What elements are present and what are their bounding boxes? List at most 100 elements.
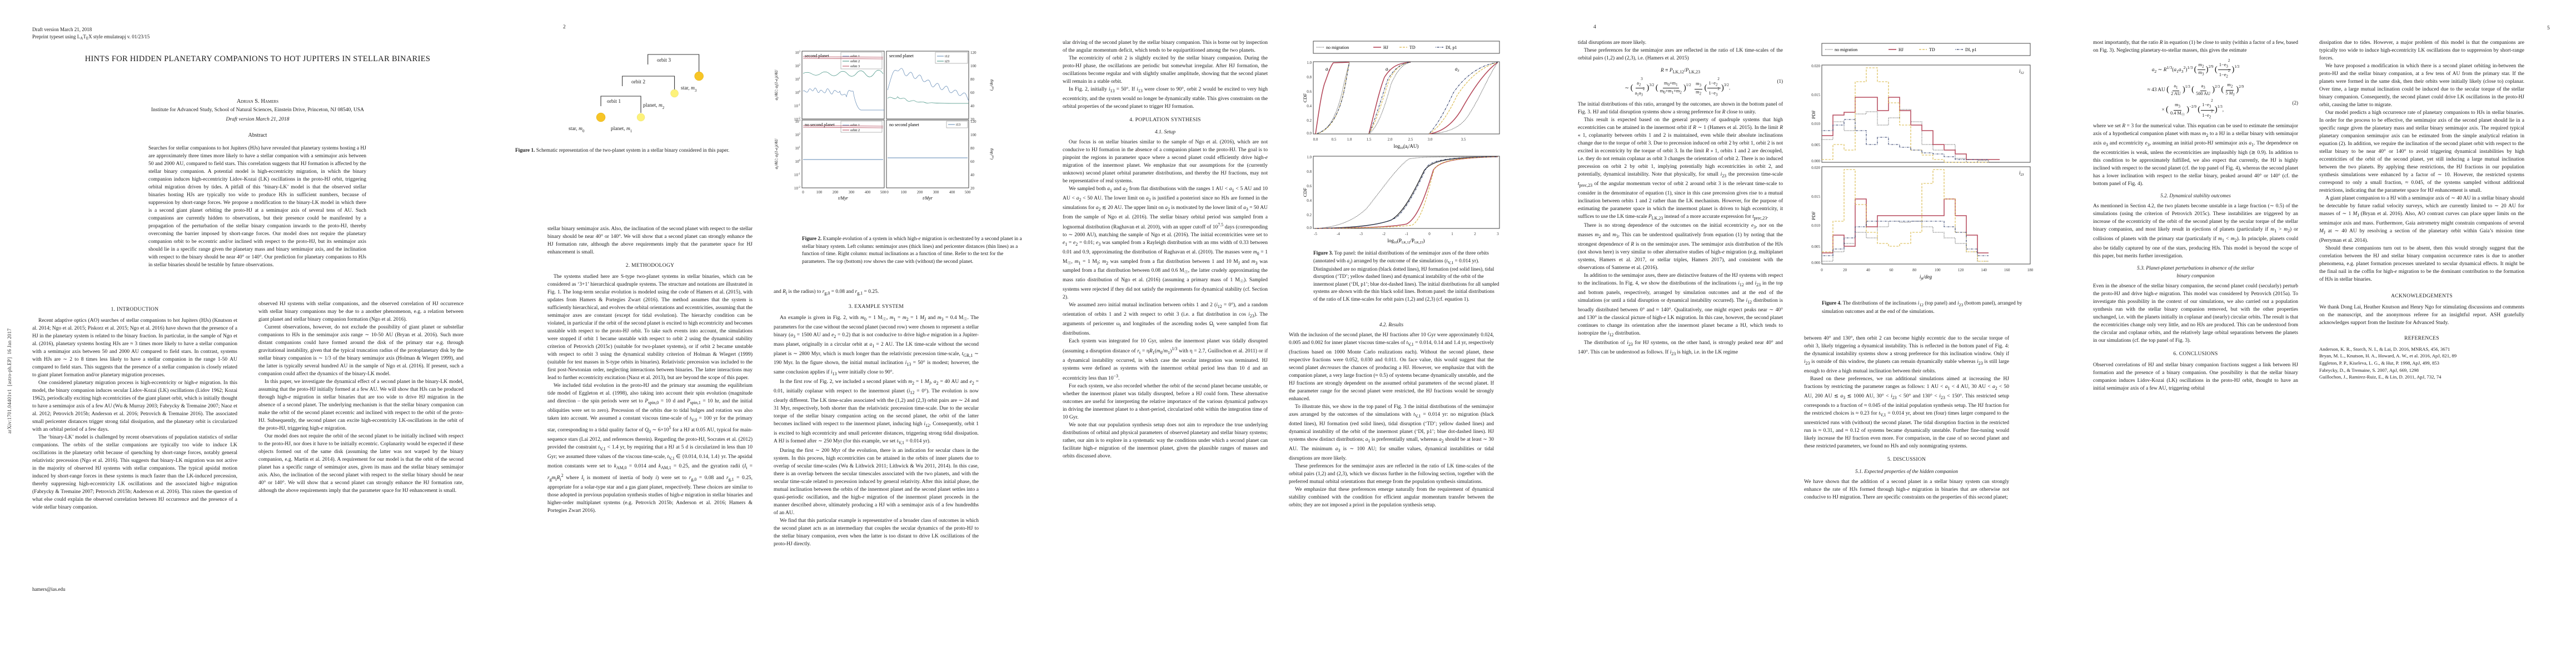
svg-text:log10(ai/AU): log10(ai/AU) bbox=[1394, 143, 1419, 150]
svg-text:0.0: 0.0 bbox=[1313, 137, 1318, 142]
svg-text:0.2: 0.2 bbox=[1307, 118, 1312, 123]
svg-text:0.8: 0.8 bbox=[1307, 75, 1312, 79]
svg-text:0.000: 0.000 bbox=[1811, 261, 1820, 265]
svg-text:PDF: PDF bbox=[1811, 211, 1816, 220]
svg-text:100: 100 bbox=[901, 190, 907, 195]
svg-text:i12: i12 bbox=[2019, 68, 2024, 75]
svg-text:0: 0 bbox=[802, 190, 804, 195]
svg-text:DI, p1: DI, p1 bbox=[1446, 45, 1457, 50]
svg-text:log10(PLK,12/PLK,23): log10(PLK,12/PLK,23) bbox=[1387, 238, 1424, 245]
svg-text:120: 120 bbox=[1958, 268, 1964, 272]
svg-text:60: 60 bbox=[970, 160, 975, 164]
svg-text:-2: -2 bbox=[1382, 232, 1386, 236]
svg-text:1.5: 1.5 bbox=[1367, 137, 1372, 142]
svg-text:0.0: 0.0 bbox=[1307, 131, 1312, 136]
svg-text:180: 180 bbox=[2027, 268, 2034, 272]
svg-text:0.8: 0.8 bbox=[1307, 170, 1312, 174]
svg-text:-1: -1 bbox=[1405, 232, 1408, 236]
svg-text:planet, m1: planet, m1 bbox=[611, 126, 632, 133]
svg-text:t/Myr: t/Myr bbox=[838, 196, 849, 201]
svg-text:3.5: 3.5 bbox=[1461, 137, 1466, 142]
svg-text:no second planet: no second planet bbox=[889, 122, 920, 127]
svg-text:103: 103 bbox=[795, 120, 801, 124]
svg-text:orbit 2: orbit 2 bbox=[631, 79, 645, 85]
svg-text:101: 101 bbox=[795, 77, 801, 82]
svg-text:103: 103 bbox=[795, 51, 801, 55]
svg-text:80: 80 bbox=[970, 77, 975, 82]
svg-text:orbit 3: orbit 3 bbox=[850, 64, 860, 68]
svg-text:0.020: 0.020 bbox=[1811, 64, 1820, 68]
svg-text:PDF: PDF bbox=[1811, 110, 1816, 119]
svg-text:80: 80 bbox=[970, 146, 975, 151]
svg-text:1: 1 bbox=[1451, 232, 1453, 236]
svg-text:i12: i12 bbox=[945, 54, 949, 58]
svg-text:-4: -4 bbox=[1337, 232, 1340, 236]
svg-text:a3: a3 bbox=[1455, 66, 1459, 73]
svg-text:0.015: 0.015 bbox=[1811, 195, 1820, 199]
svg-text:2.0: 2.0 bbox=[1388, 137, 1393, 142]
svg-text:60: 60 bbox=[1890, 268, 1894, 272]
svg-text:t/Myr: t/Myr bbox=[923, 196, 933, 201]
svg-text:10-1: 10-1 bbox=[794, 173, 801, 177]
svg-text:HJ: HJ bbox=[1383, 45, 1388, 50]
svg-text:second planet: second planet bbox=[805, 53, 830, 58]
svg-text:100: 100 bbox=[795, 91, 801, 95]
svg-text:ijk/deg: ijk/deg bbox=[1920, 274, 1932, 281]
svg-text:10-2: 10-2 bbox=[794, 186, 801, 191]
svg-text:no migration: no migration bbox=[1835, 47, 1857, 52]
svg-text:400: 400 bbox=[865, 190, 871, 195]
svg-text:140: 140 bbox=[1981, 268, 1987, 272]
svg-text:TD: TD bbox=[1929, 47, 1935, 52]
svg-text:1.0: 1.0 bbox=[1307, 155, 1312, 160]
svg-text:20: 20 bbox=[970, 186, 975, 191]
svg-text:100: 100 bbox=[816, 190, 823, 195]
svg-text:ai/AU; ai(1-ei)/AU: ai/AU; ai(1-ei)/AU bbox=[774, 138, 780, 169]
svg-text:irel/deg: irel/deg bbox=[989, 79, 995, 91]
svg-text:0.4: 0.4 bbox=[1307, 104, 1312, 108]
svg-text:2.5: 2.5 bbox=[1408, 137, 1413, 142]
svg-text:HJ: HJ bbox=[1899, 47, 1904, 52]
svg-text:200: 200 bbox=[917, 190, 923, 195]
svg-text:300: 300 bbox=[849, 190, 855, 195]
svg-text:star, m0: star, m0 bbox=[569, 126, 585, 133]
svg-text:CDF: CDF bbox=[1302, 187, 1308, 197]
svg-text:0.000: 0.000 bbox=[1811, 159, 1820, 163]
svg-text:irel/deg: irel/deg bbox=[989, 148, 995, 160]
svg-text:0.5: 0.5 bbox=[1332, 137, 1337, 142]
svg-text:0.005: 0.005 bbox=[1811, 143, 1820, 147]
svg-text:200: 200 bbox=[833, 190, 839, 195]
svg-text:orbit 2: orbit 2 bbox=[850, 128, 860, 132]
svg-text:no second planet: no second planet bbox=[805, 122, 835, 127]
svg-text:orbit 3: orbit 3 bbox=[657, 58, 671, 63]
svg-text:3: 3 bbox=[1497, 232, 1499, 236]
svg-text:500: 500 bbox=[880, 190, 886, 195]
svg-text:400: 400 bbox=[949, 190, 955, 195]
svg-text:40: 40 bbox=[970, 173, 975, 177]
svg-text:orbit 2: orbit 2 bbox=[850, 59, 860, 63]
svg-text:ai/AU; ai(1-ei)/AU: ai/AU; ai(1-ei)/AU bbox=[774, 69, 780, 100]
svg-text:120: 120 bbox=[970, 120, 976, 124]
svg-text:40: 40 bbox=[970, 104, 975, 108]
svg-text:101: 101 bbox=[795, 146, 801, 151]
svg-text:20: 20 bbox=[1843, 268, 1847, 272]
svg-text:60: 60 bbox=[970, 91, 975, 95]
svg-text:0.020: 0.020 bbox=[1811, 166, 1820, 170]
svg-text:0.2: 0.2 bbox=[1307, 213, 1312, 217]
svg-text:500: 500 bbox=[965, 190, 971, 195]
svg-text:0.010: 0.010 bbox=[1811, 223, 1820, 228]
svg-text:0: 0 bbox=[1821, 268, 1823, 272]
svg-text:3.0: 3.0 bbox=[1428, 137, 1433, 142]
svg-text:orbit 1: orbit 1 bbox=[607, 99, 621, 104]
svg-text:i23: i23 bbox=[945, 59, 949, 63]
svg-text:0.4: 0.4 bbox=[1307, 198, 1312, 203]
svg-text:i23: i23 bbox=[2019, 170, 2024, 177]
svg-text:2: 2 bbox=[1474, 232, 1476, 236]
svg-text:40: 40 bbox=[1866, 268, 1871, 272]
svg-text:second planet: second planet bbox=[889, 53, 914, 58]
svg-text:a2: a2 bbox=[1386, 66, 1390, 73]
svg-text:0.015: 0.015 bbox=[1811, 93, 1820, 97]
svg-text:0: 0 bbox=[1428, 232, 1431, 236]
svg-text:-5: -5 bbox=[1314, 232, 1317, 236]
svg-text:orbit 1: orbit 1 bbox=[850, 54, 860, 58]
svg-text:300: 300 bbox=[933, 190, 939, 195]
